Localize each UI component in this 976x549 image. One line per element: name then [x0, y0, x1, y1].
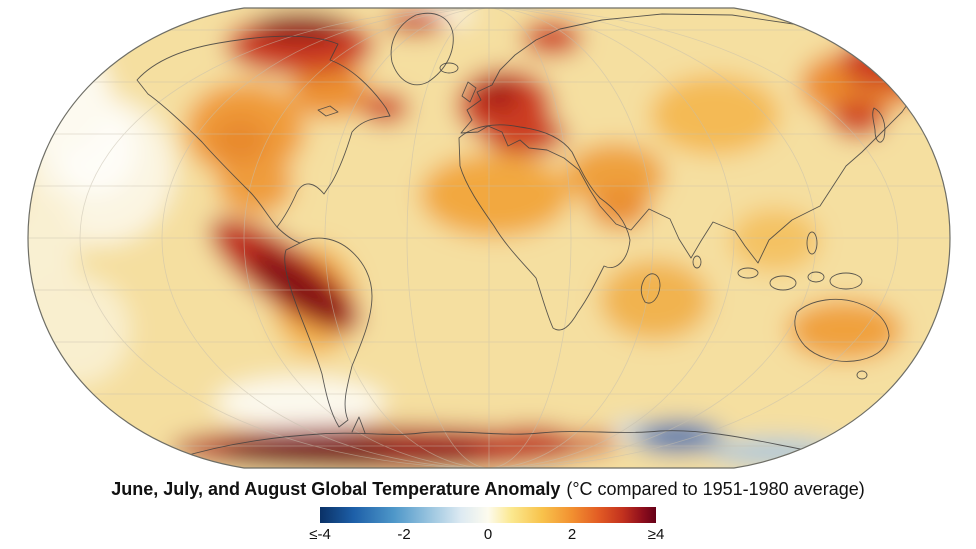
- anomaly-blob: [249, 250, 351, 326]
- anomaly-blob: [710, 439, 840, 465]
- graticule: [28, 8, 950, 468]
- anomaly-blob: [476, 79, 520, 111]
- colorbar-tick-label: 2: [567, 526, 577, 543]
- continent-north-america: [136, 35, 391, 228]
- colorbar-labels: ≤-4 -2 0 2 ≥4: [309, 526, 664, 546]
- continent-south-america: [284, 237, 373, 428]
- anomaly-blob: [590, 185, 650, 229]
- anomaly-blob: [567, 433, 617, 453]
- anomaly-blob: [817, 448, 907, 468]
- madagascar: [640, 273, 661, 304]
- anomaly-blob: [252, 12, 348, 42]
- island-java: [807, 271, 825, 283]
- colorbar: ≤-4 -2 0 2 ≥4: [309, 507, 664, 546]
- colorbar-tick-label: ≥4: [647, 526, 665, 543]
- anomaly-blob: [361, 92, 409, 124]
- british-isles: [461, 81, 477, 103]
- anomaly-map-svg: [27, 7, 951, 469]
- anomaly-blob: [215, 377, 385, 429]
- continent-australia: [794, 298, 890, 362]
- colorbar-gradient: [320, 507, 656, 523]
- continent-africa: [458, 124, 631, 331]
- colorbar-tick-label: 0: [483, 526, 493, 543]
- sri-lanka: [692, 255, 702, 269]
- anomaly-blob: [522, 20, 582, 56]
- colorbar-tick-label: -2: [397, 526, 411, 543]
- island-borneo: [769, 275, 797, 291]
- anomaly-blob: [650, 75, 780, 155]
- anomaly-blob: [28, 35, 110, 155]
- anomaly-blob: [28, 275, 130, 385]
- anomaly-blob: [385, 9, 445, 35]
- tasmania: [856, 370, 868, 380]
- anomaly-blob: [210, 115, 270, 165]
- anomaly-blob: [730, 208, 820, 272]
- map-caption: June, July, and August Global Temperatur…: [0, 477, 976, 501]
- new-guinea: [829, 272, 863, 290]
- anomaly-blob: [830, 98, 886, 138]
- anomaly-blob: [483, 115, 567, 155]
- japan: [872, 107, 886, 143]
- island-sumatra: [737, 267, 759, 279]
- colorbar-tick-label: ≤-4: [309, 526, 331, 543]
- caption-subtitle: (°C compared to 1951-1980 average): [566, 479, 865, 499]
- anomaly-blob: [217, 155, 293, 215]
- central-america: [276, 226, 301, 244]
- iceland: [439, 62, 459, 74]
- anomaly-blob: [220, 437, 420, 467]
- anomaly-blob: [290, 62, 370, 118]
- anomaly-blob: [420, 153, 570, 237]
- continent-eurasia: [460, 13, 917, 264]
- anomaly-blob: [840, 36, 924, 88]
- map-outline: [27, 7, 951, 469]
- caption-title: June, July, and August Global Temperatur…: [111, 479, 561, 499]
- world-map: [27, 7, 951, 469]
- continent-outlines: [136, 12, 921, 464]
- anomaly-blob: [380, 443, 480, 467]
- philippines: [806, 231, 818, 255]
- new-zealand: [907, 369, 921, 395]
- greenland: [390, 12, 454, 86]
- continent-antarctica: [174, 430, 853, 464]
- antarctic-peninsula: [351, 416, 366, 434]
- anomaly-blob: [890, 47, 950, 103]
- great-lakes: [317, 105, 339, 117]
- anomaly-blob: [485, 426, 575, 454]
